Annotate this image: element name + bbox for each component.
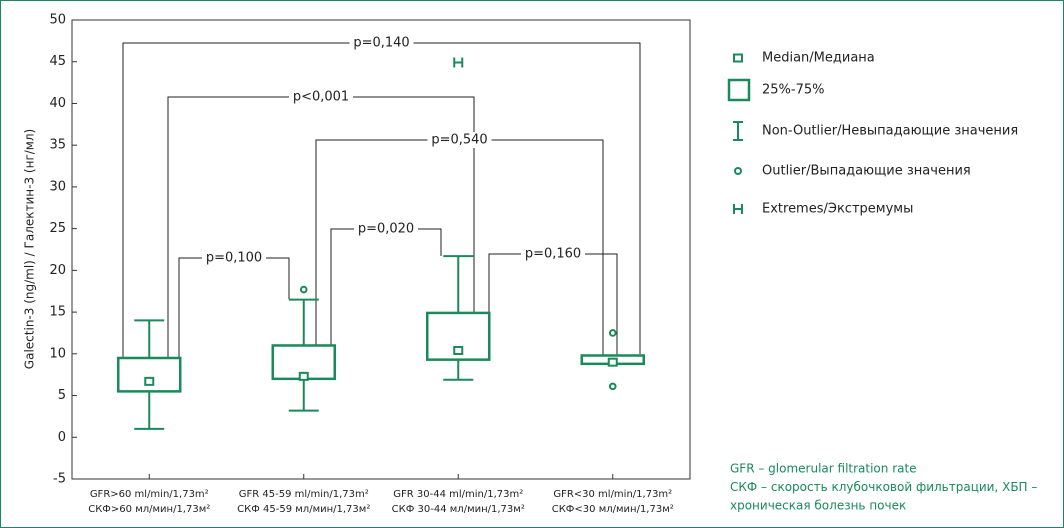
legend-icon — [733, 53, 743, 63]
bracket-label-bg — [202, 250, 266, 266]
box — [117, 356, 182, 393]
bracket-label-bg — [521, 246, 585, 262]
y-tick-label: 40 — [49, 96, 66, 111]
legend-icon — [733, 121, 743, 141]
outlier — [299, 285, 308, 294]
bracket-label-bg — [349, 35, 414, 51]
median — [453, 345, 464, 355]
bracket-label: p=0,540 — [431, 133, 487, 148]
y-tick-label: 15 — [49, 305, 66, 320]
x-tick-label: СКФ 30-44 мл/мин/1,73м² — [392, 504, 525, 515]
footnote: хроническая болезнь почек — [730, 499, 906, 513]
x-tick-label: СКФ<30 мл/мин/1,73м² — [552, 504, 674, 515]
bracket-label: p=0,100 — [206, 251, 262, 266]
y-tick-label: 45 — [49, 54, 66, 69]
y-axis-label: Galectin-3 (ng/ml) / Галектин-3 (нг/мл) — [23, 129, 37, 369]
x-tick-label: СКФ 45-59 мл/мин/1,73м² — [237, 504, 370, 515]
x-tick-label: GFR<30 ml/min/1,73m² — [553, 489, 672, 500]
bracket-label: p=0,140 — [353, 36, 409, 51]
y-tick-label: 25 — [49, 221, 66, 236]
y-tick-label: -5 — [53, 472, 66, 487]
y-tick-label: 10 — [49, 346, 66, 361]
y-tick-label: 30 — [49, 179, 66, 194]
legend-label: Outlier/Выпадающие значения — [762, 164, 971, 179]
outlier — [608, 382, 617, 391]
y-tick-label: 35 — [49, 138, 66, 153]
median — [607, 357, 618, 367]
median — [298, 371, 309, 381]
y-tick-label: 50 — [49, 13, 66, 28]
x-tick-label: GFR>60 ml/min/1,73m² — [90, 489, 209, 500]
bracket-label: p=0,160 — [525, 247, 581, 262]
legend-icon — [734, 167, 742, 175]
bracket-label: p=0,020 — [358, 222, 414, 237]
bracket-label-bg — [289, 89, 353, 105]
y-tick-label: 20 — [49, 263, 66, 278]
footnote: GFR – glomerular filtration rate — [730, 462, 917, 476]
plot-frame — [71, 19, 691, 480]
legend-icon — [733, 204, 743, 214]
legend-label: 25%-75% — [762, 83, 824, 98]
legend-label: Extremes/Экстремумы — [762, 202, 913, 217]
bracket-label-bg — [354, 221, 418, 237]
bracket-label-bg — [427, 132, 492, 148]
x-tick-label: СКФ>60 мл/мин/1,73м² — [88, 504, 210, 515]
x-tick-label: GFR 45-59 ml/min/1,73m² — [239, 489, 369, 500]
y-tick-label: 5 — [58, 388, 66, 403]
median — [144, 376, 155, 386]
legend-icon — [727, 78, 751, 102]
legend-label: Median/Медиана — [762, 51, 875, 66]
extreme — [453, 57, 464, 68]
legend-label: Non-Outlier/Невыпадающие значения — [762, 124, 1018, 139]
footnote: СКФ – скорость клубочковой фильтрации, Х… — [730, 480, 1037, 494]
outlier — [608, 329, 617, 337]
y-tick-label: 0 — [58, 430, 66, 445]
x-tick-label: GFR 30-44 ml/min/1,73m² — [393, 489, 523, 500]
bracket-label: p<0,001 — [293, 90, 349, 105]
